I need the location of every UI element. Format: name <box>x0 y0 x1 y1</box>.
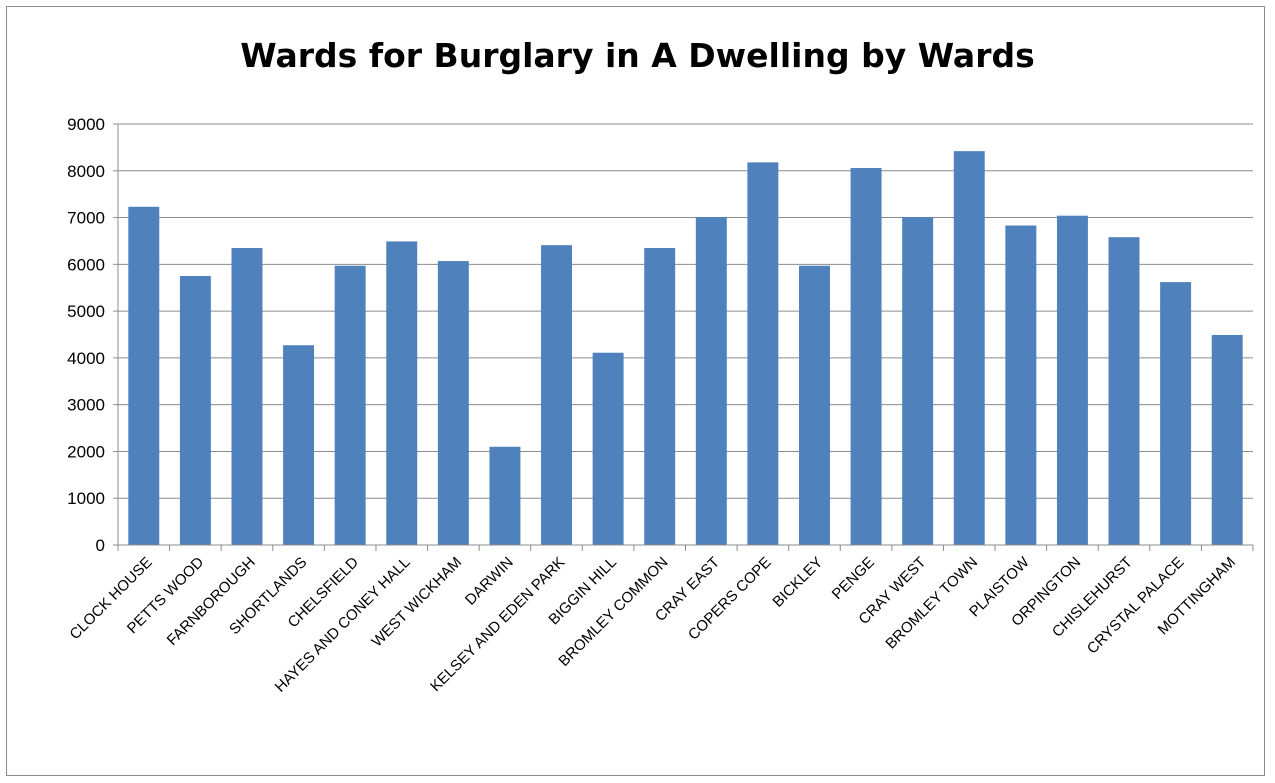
bar <box>386 241 418 545</box>
x-axis <box>117 544 1254 551</box>
x-tick-label: CRYSTAL PALACE <box>1084 554 1188 658</box>
bar <box>128 206 160 545</box>
bar <box>1211 334 1243 545</box>
x-tick-label: BICKLEY <box>769 554 826 611</box>
x-tick-label: WEST WICKHAM <box>368 554 465 651</box>
bar <box>592 352 624 545</box>
x-tick-label: FARNBOROUGH <box>164 554 259 649</box>
y-tick-label: 2000 <box>67 442 105 461</box>
y-tick-label: 6000 <box>67 255 105 274</box>
bar <box>1056 215 1088 545</box>
bar <box>541 245 572 545</box>
bar <box>437 261 469 545</box>
bar <box>850 167 882 545</box>
chart-frame <box>6 6 1265 776</box>
bar <box>179 276 211 545</box>
y-axis: 0 1000 2000 3000 4000 5000 6000 7000 8000 9000 <box>67 115 119 555</box>
y-tick-label: 1000 <box>67 489 105 508</box>
y-tick-label: 7000 <box>67 209 105 228</box>
y-tick-label: 5000 <box>67 302 105 321</box>
y-tick-label: 8000 <box>67 162 105 181</box>
bar <box>1108 237 1140 546</box>
bar <box>747 162 779 545</box>
bar <box>1160 282 1192 545</box>
bars <box>128 151 1243 546</box>
chart-title: Wards for Burglary in A Dwelling by Ward… <box>240 36 1035 75</box>
bar <box>799 265 830 545</box>
bar <box>695 217 727 546</box>
bar <box>1005 225 1037 545</box>
bar <box>953 151 985 545</box>
y-tick-label: 3000 <box>67 396 105 415</box>
x-tick-label: BROMLEY TOWN <box>882 554 981 653</box>
x-tick-label: PENGE <box>829 554 878 603</box>
bar <box>902 217 934 546</box>
bar <box>231 247 263 545</box>
y-tick-label: 4000 <box>67 349 105 368</box>
bar <box>283 345 315 545</box>
y-tick-label: 0 <box>96 536 105 555</box>
bar <box>489 446 521 545</box>
y-tick-label: 9000 <box>67 115 105 134</box>
bar <box>334 265 366 545</box>
bar <box>644 247 676 545</box>
